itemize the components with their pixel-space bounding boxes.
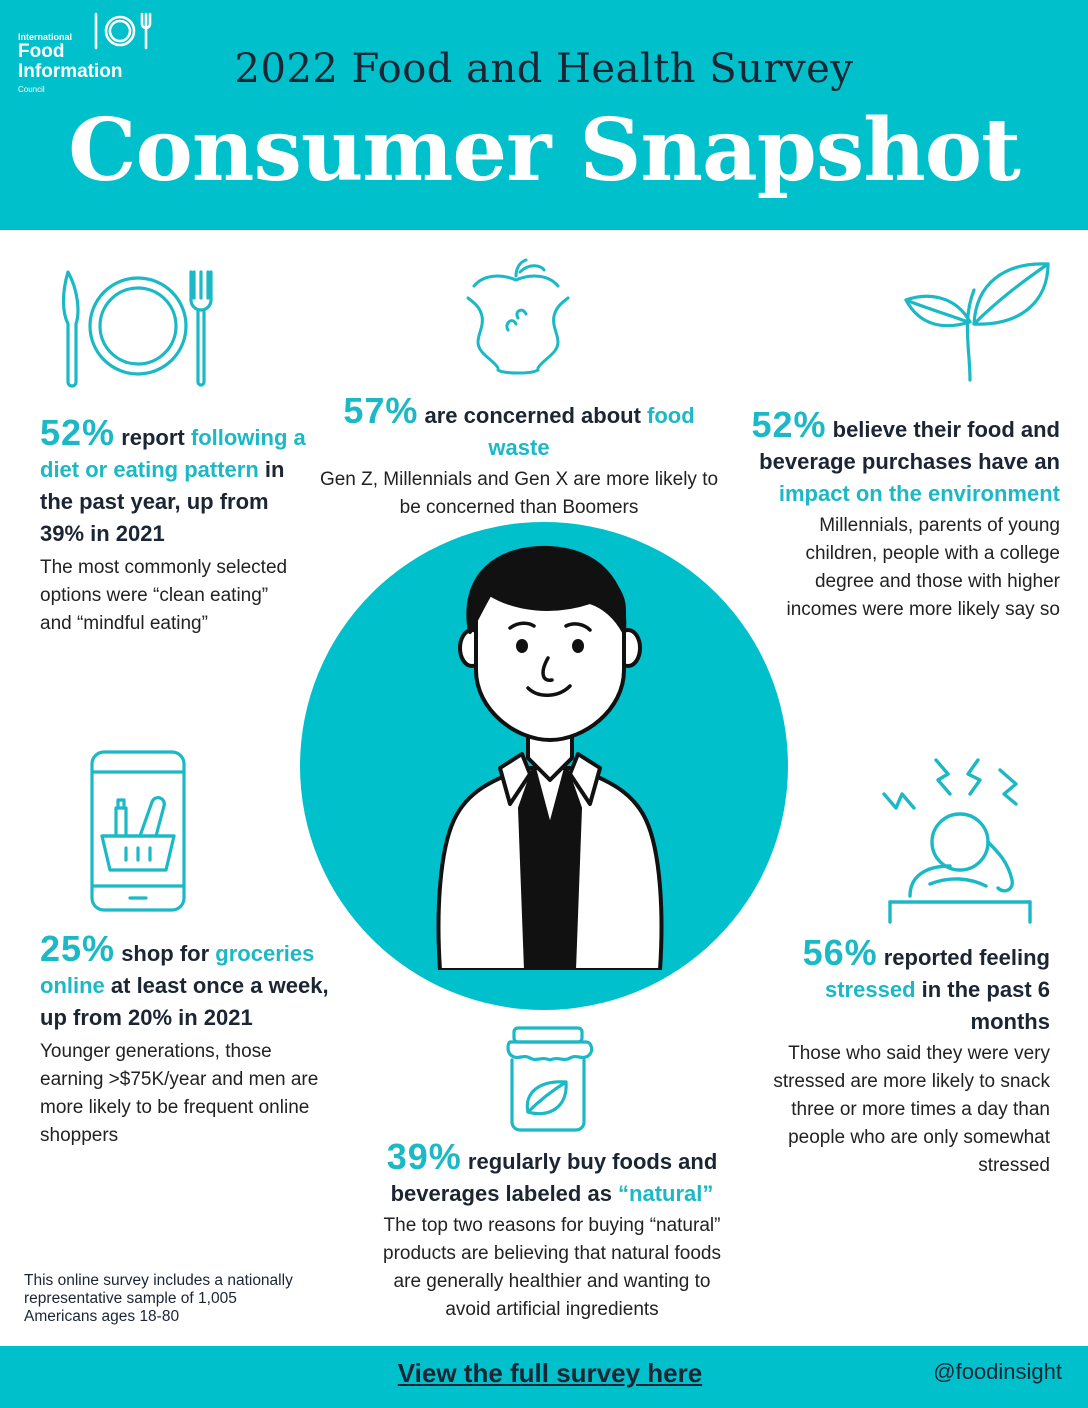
page-title: Consumer Snapshot xyxy=(68,100,1021,201)
stat-diet-highlight: following a diet or eating pattern xyxy=(40,425,306,482)
stat-groceries-percent: 25% xyxy=(40,928,116,969)
stat-environment-description: Millennials, parents of young children, … xyxy=(786,515,1060,620)
stat-diet-lead-a: report xyxy=(121,425,191,450)
footer-bar: View the full survey here @foodinsight xyxy=(0,1346,1088,1408)
sprout-icon xyxy=(904,262,1050,382)
stat-stress-percent: 56% xyxy=(802,932,878,973)
header-banner: International Food Information Council 2… xyxy=(0,0,1088,230)
stat-waste-description: Gen Z, Millennials and Gen X are more li… xyxy=(319,469,719,518)
stat-natural-highlight: “natural” xyxy=(618,1181,714,1206)
stressed-person-icon xyxy=(882,758,1032,924)
stat-waste-percent: 57% xyxy=(343,390,419,431)
stat-environment-highlight: impact on the environment xyxy=(778,481,1060,506)
stat-environment-lead-a: believe their food and beverage purchase… xyxy=(759,417,1060,474)
stat-natural-percent: 39% xyxy=(386,1136,462,1177)
survey-title: 2022 Food and Health Survey xyxy=(234,46,854,92)
stat-stress-description: Those who said they were very stressed a… xyxy=(773,1043,1050,1176)
stat-diet-percent: 52% xyxy=(40,412,116,453)
stat-stress: 56% reported feeling stressed in the pas… xyxy=(740,932,1050,1180)
stat-stress-lead-a: reported feeling xyxy=(883,945,1050,970)
stat-diet: 52% report following a diet or eating pa… xyxy=(40,412,310,638)
stat-food-waste: 57% are concerned about food waste Gen Z… xyxy=(310,390,728,522)
social-handle[interactable]: @foodinsight xyxy=(933,1359,1062,1384)
stat-groceries: 25% shop for groceries online at least o… xyxy=(40,928,330,1150)
apple-core-icon xyxy=(466,258,570,375)
ific-logo[interactable]: International Food Information Council xyxy=(18,12,178,96)
stat-waste-highlight: food waste xyxy=(488,403,695,460)
stat-groceries-lead-a: shop for xyxy=(121,941,216,966)
stat-environment-percent: 52% xyxy=(751,404,827,445)
stat-groceries-description: Younger generations, those earning >$75K… xyxy=(40,1041,319,1146)
stat-diet-description: The most commonly selected options were … xyxy=(40,557,288,634)
plate-fork-knife-icon xyxy=(61,270,213,388)
stat-stress-highlight: stressed xyxy=(825,977,916,1002)
logo-text-council: Council xyxy=(18,85,45,94)
person-illustration xyxy=(436,545,664,970)
stat-environment: 52% believe their food and beverage purc… xyxy=(750,404,1060,624)
jar-icon xyxy=(506,1026,594,1132)
phone-grocery-basket-icon xyxy=(90,750,186,912)
stat-groceries-highlight: groceries online xyxy=(40,941,315,998)
stat-stress-lead-b: in the past 6 months xyxy=(915,977,1050,1034)
view-full-survey-link[interactable]: View the full survey here xyxy=(397,1358,703,1388)
logo-text-food: Food xyxy=(18,41,65,62)
stat-groceries-lead-b: at least once a week, up from 20% in 202… xyxy=(40,973,329,1030)
stat-natural-description: The top two reasons for buying “natural”… xyxy=(383,1215,721,1320)
logo-text-information: Information xyxy=(18,61,123,82)
survey-footnote: This online survey includes a nationally… xyxy=(24,1272,293,1325)
stat-waste-lead-a: are concerned about xyxy=(424,403,648,428)
stat-natural: 39% regularly buy foods and beverages la… xyxy=(372,1136,732,1324)
stat-diet-lead-b: in the past year, up from 39% in 2021 xyxy=(40,457,285,546)
logo-text-international: International xyxy=(18,32,73,42)
plate-utensils-logo-icon xyxy=(94,12,152,50)
stat-natural-lead-a: regularly buy foods and beverages labele… xyxy=(390,1149,718,1206)
